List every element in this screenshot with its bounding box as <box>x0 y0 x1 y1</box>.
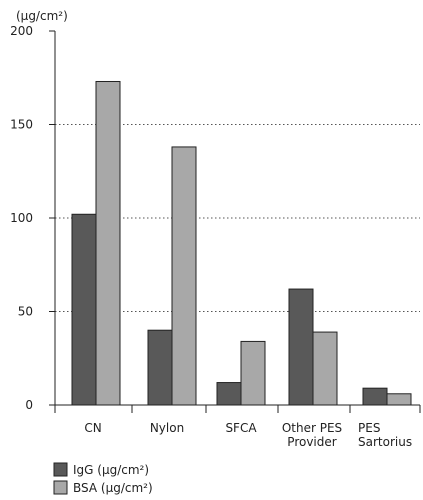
x-category-label: Sartorius <box>358 435 412 449</box>
bar-bsa <box>95 80 121 406</box>
axes <box>49 30 421 413</box>
legend-swatch <box>53 462 68 477</box>
y-axis-unit-label: (µg/cm²) <box>16 9 68 23</box>
y-tick-label: 0 <box>25 398 33 412</box>
y-tick-label: 200 <box>10 24 33 38</box>
legend: IgG (µg/cm²) BSA (µg/cm²) <box>53 462 153 495</box>
y-tick-labels: 0 50 100 150 200 <box>10 24 33 412</box>
bar-bsa <box>386 393 412 406</box>
bar-igg <box>362 387 388 406</box>
bar-bsa <box>312 331 338 406</box>
x-category-label: PES <box>358 421 380 435</box>
y-tick-label: 50 <box>18 305 33 319</box>
y-tick-label: 100 <box>10 211 33 225</box>
x-category-label: Other PES <box>282 421 342 435</box>
bar-igg <box>288 288 314 406</box>
x-category-label: Provider <box>287 435 336 449</box>
legend-label: BSA (µg/cm²) <box>73 481 153 495</box>
legend-label: IgG (µg/cm²) <box>73 463 149 477</box>
bar-igg <box>216 382 242 406</box>
bar-bsa <box>240 340 266 406</box>
x-category-label: Nylon <box>150 421 184 435</box>
x-category-label: SFCA <box>225 421 257 435</box>
bar-igg <box>71 213 97 406</box>
bars <box>71 80 412 406</box>
bar-igg <box>147 329 173 406</box>
legend-swatch <box>53 480 68 495</box>
x-category-label: CN <box>84 421 101 435</box>
bar-bsa <box>171 146 197 406</box>
y-tick-label: 150 <box>10 118 33 132</box>
